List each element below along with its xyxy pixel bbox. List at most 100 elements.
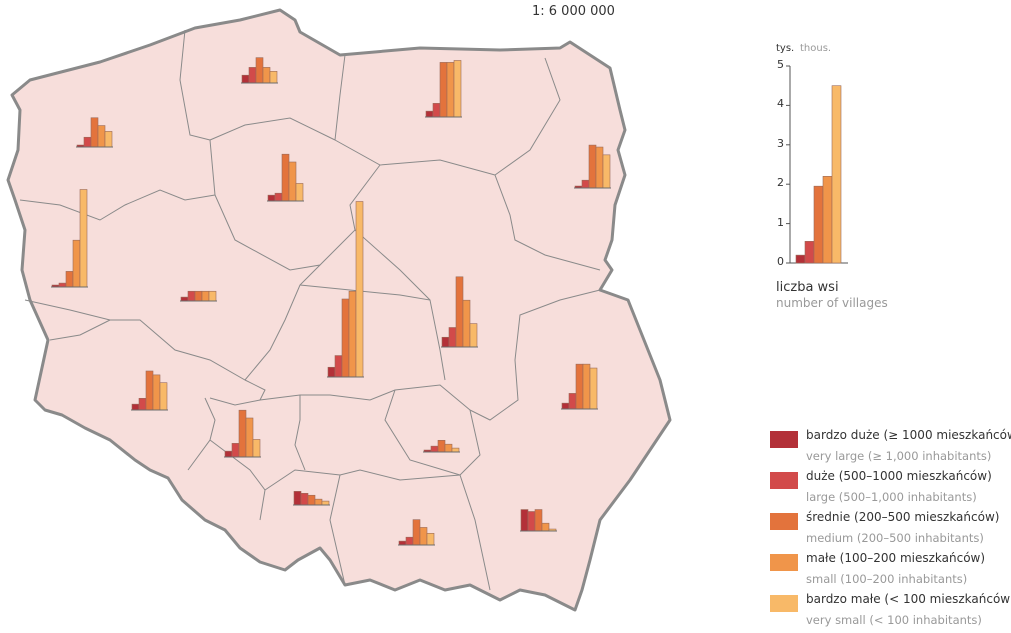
legend-swatch	[770, 595, 798, 612]
legend-tick: 0	[777, 255, 784, 268]
region-bar	[441, 336, 450, 348]
region-bar	[430, 445, 439, 453]
region-bar	[595, 146, 604, 189]
legend-label-en: very small (< 100 inhabitants)	[806, 613, 982, 627]
region-bar	[582, 363, 591, 410]
legend-item-very-large: bardzo duże (≥ 1000 mieszkańców) very la…	[770, 428, 1011, 468]
region-bar	[194, 290, 203, 302]
region-bar	[589, 367, 598, 410]
region-bar	[58, 282, 67, 288]
country-outline	[6, 8, 672, 612]
region-bar	[455, 276, 464, 348]
region-bar	[152, 374, 161, 411]
region-bar	[201, 290, 210, 302]
legend-tick: 2	[777, 176, 784, 189]
region-bar	[245, 417, 254, 458]
region-bar	[248, 67, 257, 84]
region-bar	[208, 290, 217, 302]
legend-tick: 5	[777, 58, 784, 71]
region-bar	[145, 370, 154, 411]
region-bar	[453, 60, 462, 118]
region-bar	[561, 402, 570, 410]
legend-bar	[804, 241, 815, 264]
legend-label-pl: małe (100–200 mieszkańców)	[806, 551, 986, 565]
legend-label-pl: bardzo małe (< 100 mieszkańców)	[806, 592, 1011, 606]
legend-bar	[795, 254, 806, 264]
legend-tick: 1	[777, 216, 784, 229]
legend-label-pl: duże (500–1000 mieszkańców)	[806, 469, 992, 483]
region-bar	[138, 397, 147, 411]
region-bar	[462, 299, 471, 348]
region-bar	[255, 57, 264, 84]
legend-label-en: very large (≥ 1,000 inhabitants)	[806, 449, 992, 463]
region-bar	[602, 154, 611, 189]
region-bar	[412, 519, 421, 546]
region-bar	[405, 536, 414, 546]
region-bar	[288, 161, 297, 202]
region-bar	[252, 439, 261, 458]
region-bar	[348, 290, 357, 378]
region-bar	[575, 363, 584, 410]
legend-label-pl: średnie (200–500 mieszkańców)	[806, 510, 1000, 524]
region-bar	[448, 327, 457, 348]
region-bar	[581, 179, 590, 189]
region-bar	[293, 491, 302, 506]
region-bar	[426, 532, 435, 546]
region-bar	[72, 239, 81, 288]
region-bar	[527, 511, 536, 532]
region-bar	[180, 296, 189, 302]
legend-bar	[822, 176, 833, 264]
legend-bar-chart	[786, 65, 848, 264]
region-bar	[520, 509, 529, 532]
region-bar	[97, 125, 106, 148]
legend-item-large: duże (500–1000 mieszkańców) large (500–1…	[770, 469, 1010, 509]
region-bar	[224, 450, 233, 458]
region-bar	[419, 527, 428, 546]
region-bar	[451, 447, 460, 453]
legend-swatch	[770, 431, 798, 448]
region-bar	[90, 117, 99, 148]
legend-bar	[813, 185, 824, 264]
region-bar	[104, 131, 113, 148]
region-bar	[444, 443, 453, 453]
voivodeship-borders	[19, 29, 601, 591]
region-bar	[267, 194, 276, 202]
legend-label-en: small (100–200 inhabitants)	[806, 572, 968, 586]
region-bar	[269, 71, 278, 84]
legend-item-small: małe (100–200 mieszkańców) small (100–20…	[770, 551, 1010, 591]
region-bar	[314, 498, 323, 506]
region-bar	[541, 522, 550, 532]
region-bar	[534, 509, 543, 532]
region-bar	[307, 494, 316, 506]
region-bar	[241, 74, 250, 84]
region-bar	[274, 192, 283, 202]
region-bar	[79, 189, 88, 288]
region-bar	[83, 136, 92, 148]
region-bar	[432, 103, 441, 118]
region-bar	[295, 183, 304, 202]
legend-tick: 3	[777, 137, 784, 150]
region-bar	[469, 323, 478, 348]
legend-unit-en: thous.	[800, 43, 832, 54]
region-bar	[425, 110, 434, 118]
region-bar	[439, 62, 448, 118]
region-bar	[327, 366, 336, 378]
legend-swatch	[770, 472, 798, 489]
region-bar	[187, 290, 196, 302]
legend-item-very-small: bardzo małe (< 100 mieszkańców) very sma…	[770, 592, 1011, 632]
legend-caption-pl: liczba wsi	[776, 280, 839, 295]
legend-label-en: large (500–1,000 inhabitants)	[806, 490, 977, 504]
legend-swatch	[770, 554, 798, 571]
region-bar	[588, 144, 597, 189]
region-bar	[231, 443, 240, 458]
region-bar	[65, 271, 74, 288]
legend-tick: 4	[777, 97, 784, 110]
legend-swatch	[770, 513, 798, 530]
region-bar	[334, 355, 343, 378]
region-bar-charts	[51, 57, 611, 546]
legend-bar	[831, 85, 842, 264]
region-bar	[398, 540, 407, 546]
map-scale: 1: 6 000 000	[532, 4, 615, 19]
region-bar	[262, 67, 271, 84]
